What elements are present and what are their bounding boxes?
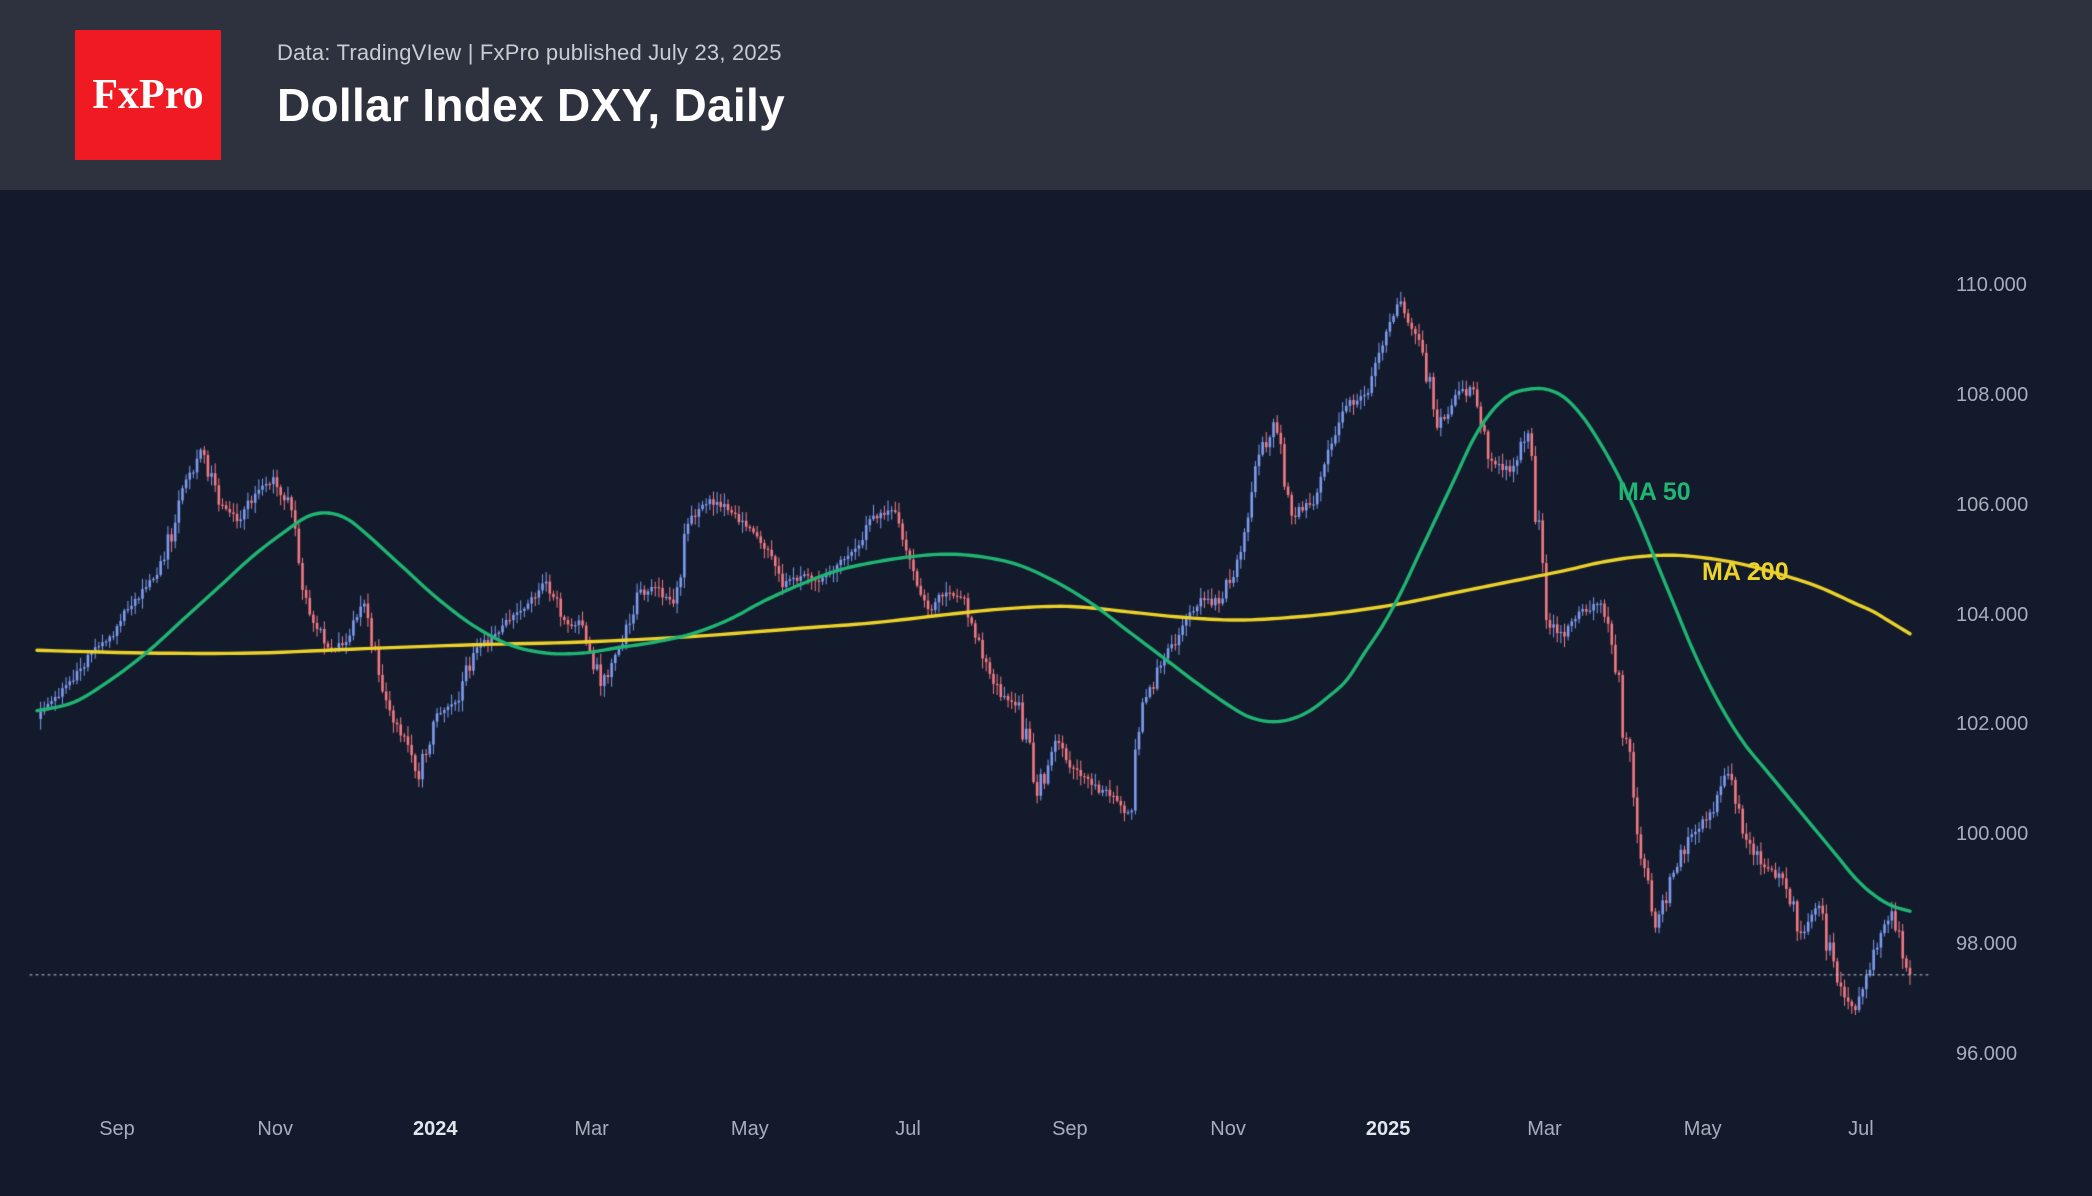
chart-source-caption: Data: TradingVIew | FxPro published July…	[277, 40, 782, 65]
ma200-label: MA 200	[1702, 558, 1789, 586]
header-bar: FxPro Data: TradingVIew | FxPro publishe…	[0, 0, 2092, 190]
x-axis-label: Mar	[1527, 1118, 1562, 1140]
x-axis-label: Jul	[1848, 1118, 1874, 1140]
y-axis-label: 108.000	[1956, 383, 2029, 406]
x-axis-label: Nov	[1210, 1118, 1246, 1140]
y-axis-label: 98.000	[1956, 933, 2018, 956]
x-axis-label: 2024	[412, 1118, 458, 1140]
x-axis-label: May	[730, 1118, 769, 1140]
x-axis-label: 2025	[1365, 1118, 1411, 1140]
x-axis-label: May	[1683, 1118, 1722, 1140]
ma50-label: MA 50	[1618, 478, 1691, 506]
x-axis-label: Sep	[99, 1118, 135, 1140]
y-axis-label: 96.000	[1956, 1043, 2018, 1065]
y-axis-label: 104.000	[1956, 603, 2029, 626]
fxpro-logo-text: FxPro	[92, 72, 204, 118]
page-title: Dollar Index DXY, Daily	[277, 79, 785, 131]
x-axis-label: Jul	[895, 1118, 921, 1140]
x-axis-label: Sep	[1052, 1118, 1088, 1140]
fxpro-logo: FxPro	[75, 30, 221, 160]
x-axis-label: Mar	[574, 1118, 609, 1140]
y-axis-label: 106.000	[1956, 493, 2029, 516]
x-axis-label: Nov	[257, 1118, 293, 1140]
header-text-block: Data: TradingVIew | FxPro published July…	[277, 40, 785, 132]
y-axis-label: 100.000	[1956, 823, 2029, 846]
y-axis-label: 102.000	[1956, 713, 2029, 736]
y-axis-label: 110.000	[1956, 274, 2027, 296]
